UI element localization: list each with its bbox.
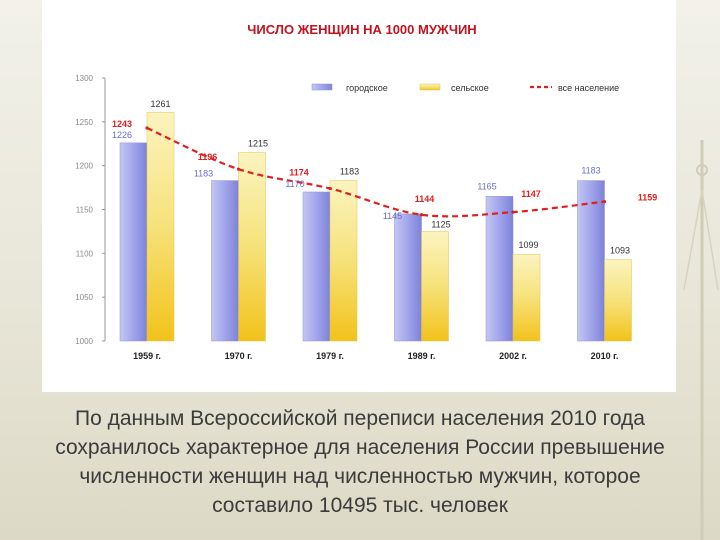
caption-line: составило 10495 тыс. человек — [212, 494, 508, 517]
chart-title: ЧИСЛО ЖЕНЩИН НА 1000 МУЖЧИН — [247, 22, 476, 37]
caption-line: сохранилось характерное для населения Ро… — [55, 436, 665, 459]
bar-rural — [421, 231, 449, 342]
total-line — [146, 126, 605, 218]
x-axis-labels: 1959 г. 1970 г. 1979 г. 1989 г. 2002 г. 2010 … — [133, 351, 618, 361]
rural-value-label: 1215 — [248, 139, 268, 149]
x-tick-label: 1970 г. — [225, 351, 253, 361]
total-value-label: 1159 — [638, 193, 658, 203]
bar-urban — [485, 196, 514, 342]
total-point — [511, 210, 515, 214]
y-tick-label: 1250 — [75, 118, 93, 127]
legend-label-total: все население — [558, 83, 619, 93]
x-tick-label: 2010 г. — [591, 351, 619, 361]
bars-layer — [119, 111, 632, 342]
rural-value-label: 1261 — [150, 99, 170, 109]
bar-rural — [512, 253, 541, 342]
urban-value-label: 1165 — [477, 181, 496, 191]
urban-value-label: 1183 — [194, 169, 213, 179]
y-tick-label: 1000 — [75, 337, 93, 346]
decorative-ornament — [683, 140, 719, 540]
total-value-label: 1196 — [198, 152, 218, 162]
total-value-label: 1144 — [415, 194, 435, 204]
rural-value-label: 1099 — [518, 240, 538, 250]
bar-rural — [329, 180, 358, 342]
data-labels-layer: 1226 1261 1243 1183 1215 1196 1170 1183 1174 1145… — [112, 99, 657, 255]
x-tick-label: 1979 г. — [316, 351, 344, 361]
caption-line: численности женщин над численностью мужч… — [79, 465, 641, 488]
rural-value-label: 1183 — [340, 167, 359, 177]
bar-urban — [119, 142, 148, 342]
urban-value-label: 1183 — [581, 166, 600, 176]
total-value-label: 1243 — [112, 119, 132, 129]
total-point — [236, 167, 241, 171]
total-value-label: 1174 — [289, 167, 309, 177]
x-tick-label: 1959 г. — [133, 351, 161, 361]
rural-value-label: 1093 — [610, 245, 630, 255]
bar-urban — [394, 213, 422, 342]
total-value-label: 1147 — [521, 189, 541, 199]
urban-value-label: 1170 — [285, 179, 304, 189]
chart-legend: городское сельское все население — [311, 83, 619, 93]
y-axis: 1000 1050 1100 1150 1200 1250 1300 — [75, 74, 106, 346]
bar-rural — [146, 111, 175, 342]
x-tick-label: 2002 г. — [499, 351, 527, 361]
caption-line: По данным Всероссийской переписи населен… — [75, 407, 645, 430]
legend-swatch-rural — [419, 83, 441, 91]
y-tick-label: 1150 — [76, 206, 94, 215]
x-tick-label: 1989 г. — [408, 351, 436, 361]
bar-urban — [577, 180, 605, 342]
total-line-layer — [145, 126, 607, 218]
bar-rural — [604, 259, 632, 342]
legend-label-urban: городское — [346, 83, 388, 93]
y-tick-label: 1300 — [75, 74, 93, 83]
chart-card: ЧИСЛО ЖЕНЩИН НА 1000 МУЖЧИН городское сел… — [42, 0, 676, 392]
y-tick-label: 1100 — [76, 249, 94, 258]
total-point — [419, 213, 424, 217]
legend-swatch-urban — [311, 83, 333, 91]
bar-chart: ЧИСЛО ЖЕНЩИН НА 1000 МУЖЧИН городское сел… — [75, 22, 657, 361]
bar-urban — [211, 180, 239, 342]
legend-label-rural: сельское — [451, 83, 489, 93]
total-point — [145, 126, 149, 130]
total-point — [602, 200, 607, 204]
urban-value-label: 1226 — [112, 130, 132, 140]
bar-urban — [302, 191, 331, 342]
rural-value-label: 1125 — [431, 219, 450, 229]
urban-value-label: 1145 — [383, 211, 402, 221]
y-tick-label: 1200 — [75, 162, 93, 171]
bar-rural — [238, 152, 266, 342]
total-point — [328, 186, 332, 191]
y-tick-label: 1050 — [75, 293, 93, 302]
caption-text: По данным Всероссийской переписи населен… — [0, 404, 720, 520]
